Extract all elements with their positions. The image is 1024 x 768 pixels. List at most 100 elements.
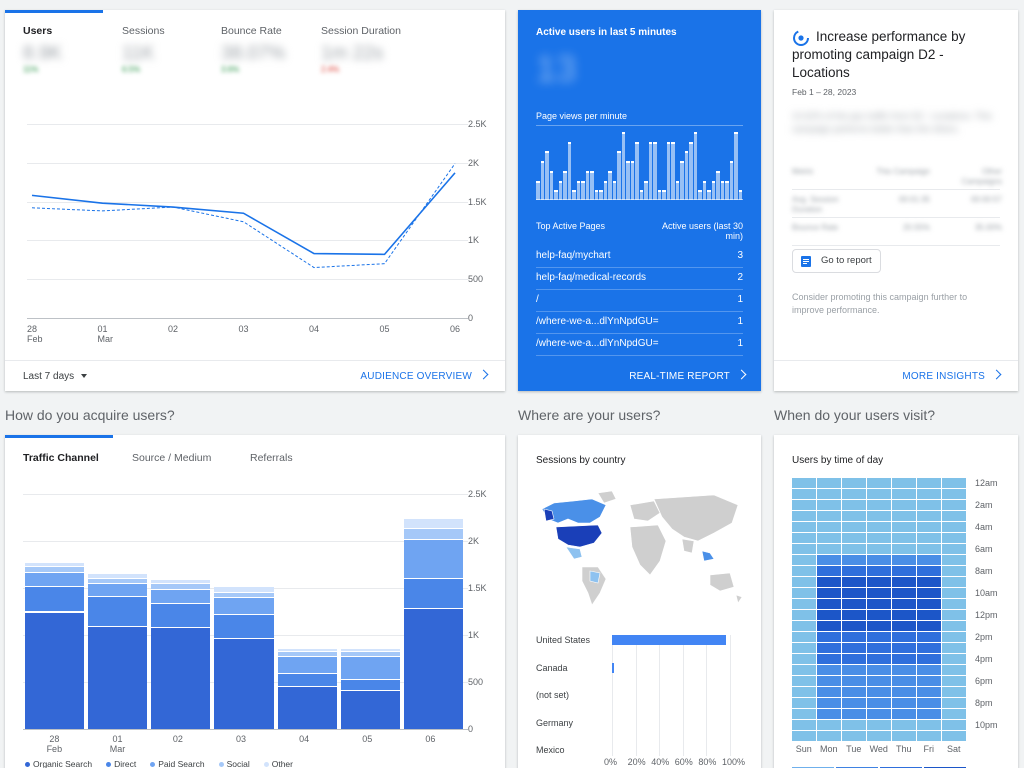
heatmap-cell[interactable] (817, 709, 841, 719)
heatmap-cell[interactable] (867, 500, 891, 510)
go-to-report-button[interactable]: Go to report (792, 249, 881, 273)
heatmap-cell[interactable] (917, 566, 941, 576)
heatmap-cell[interactable] (867, 555, 891, 565)
heatmap-cell[interactable] (867, 577, 891, 587)
heatmap-cell[interactable] (817, 665, 841, 675)
heatmap-cell[interactable] (817, 610, 841, 620)
heatmap-cell[interactable] (817, 544, 841, 554)
legend-item[interactable]: Other (263, 759, 293, 768)
heatmap-cell[interactable] (917, 500, 941, 510)
heatmap-cell[interactable] (917, 643, 941, 653)
heatmap-cell[interactable] (917, 720, 941, 730)
heatmap-cell[interactable] (942, 654, 966, 664)
heatmap-cell[interactable] (792, 654, 816, 664)
heatmap-cell[interactable] (942, 632, 966, 642)
heatmap-cell[interactable] (817, 511, 841, 521)
heatmap-cell[interactable] (892, 632, 916, 642)
top-page-row[interactable]: help-faq/mychart 3 (536, 246, 743, 268)
heatmap-cell[interactable] (942, 500, 966, 510)
heatmap-cell[interactable] (842, 500, 866, 510)
more-insights-link[interactable]: MORE INSIGHTS (902, 369, 1002, 382)
heatmap-cell[interactable] (842, 632, 866, 642)
heatmap-cell[interactable] (842, 566, 866, 576)
heatmap-cell[interactable] (892, 698, 916, 708)
heatmap-cell[interactable] (792, 566, 816, 576)
heatmap-cell[interactable] (842, 687, 866, 697)
heatmap-cell[interactable] (817, 643, 841, 653)
heatmap-cell[interactable] (842, 599, 866, 609)
heatmap-cell[interactable] (942, 522, 966, 532)
heatmap-cell[interactable] (892, 555, 916, 565)
heatmap-cell[interactable] (867, 709, 891, 719)
heatmap-cell[interactable] (792, 676, 816, 686)
heatmap-cell[interactable] (842, 621, 866, 631)
heatmap-cell[interactable] (792, 610, 816, 620)
heatmap-cell[interactable] (792, 588, 816, 598)
heatmap-cell[interactable] (867, 654, 891, 664)
heatmap-cell[interactable] (817, 577, 841, 587)
heatmap-cell[interactable] (867, 544, 891, 554)
heatmap-cell[interactable] (892, 544, 916, 554)
heatmap-cell[interactable] (892, 676, 916, 686)
heatmap-cell[interactable] (917, 478, 941, 488)
heatmap-cell[interactable] (892, 654, 916, 664)
heatmap-cell[interactable] (892, 720, 916, 730)
heatmap-cell[interactable] (892, 533, 916, 543)
heatmap-cell[interactable] (942, 643, 966, 653)
heatmap-cell[interactable] (817, 720, 841, 730)
heatmap-cell[interactable] (792, 665, 816, 675)
heatmap-cell[interactable] (892, 643, 916, 653)
heatmap-cell[interactable] (917, 698, 941, 708)
top-page-row[interactable]: /where-we-a...dlYnNpdGU= 1 (536, 334, 743, 356)
heatmap-cell[interactable] (792, 533, 816, 543)
heatmap-cell[interactable] (792, 511, 816, 521)
metric-tab[interactable]: Users 8.9K 11% (23, 25, 115, 85)
heatmap-cell[interactable] (842, 654, 866, 664)
heatmap-cell[interactable] (917, 577, 941, 587)
acquisition-tab[interactable]: Source / Medium (132, 452, 212, 464)
heatmap-cell[interactable] (917, 709, 941, 719)
heatmap-cell[interactable] (842, 709, 866, 719)
heatmap-cell[interactable] (917, 621, 941, 631)
metric-tab[interactable]: Sessions 11K 6.5% (122, 25, 214, 85)
heatmap-cell[interactable] (942, 588, 966, 598)
heatmap-cell[interactable] (892, 489, 916, 499)
heatmap-cell[interactable] (792, 698, 816, 708)
heatmap-cell[interactable] (792, 687, 816, 697)
heatmap-cell[interactable] (867, 731, 891, 741)
heatmap-cell[interactable] (792, 599, 816, 609)
heatmap-cell[interactable] (942, 610, 966, 620)
heatmap-cell[interactable] (917, 731, 941, 741)
heatmap-cell[interactable] (917, 654, 941, 664)
heatmap-cell[interactable] (892, 709, 916, 719)
heatmap-cell[interactable] (917, 511, 941, 521)
heatmap-cell[interactable] (817, 588, 841, 598)
heatmap-cell[interactable] (942, 533, 966, 543)
heatmap-cell[interactable] (867, 632, 891, 642)
heatmap-cell[interactable] (892, 522, 916, 532)
heatmap-cell[interactable] (892, 621, 916, 631)
heatmap-cell[interactable] (842, 555, 866, 565)
heatmap-cell[interactable] (817, 698, 841, 708)
acquisition-tab[interactable]: Referrals (250, 452, 293, 464)
top-page-row[interactable]: /1 (536, 290, 743, 312)
heatmap-cell[interactable] (942, 665, 966, 675)
heatmap-cell[interactable] (942, 489, 966, 499)
heatmap-cell[interactable] (892, 610, 916, 620)
heatmap-cell[interactable] (792, 709, 816, 719)
heatmap-cell[interactable] (867, 533, 891, 543)
heatmap-cell[interactable] (917, 555, 941, 565)
audience-overview-link[interactable]: AUDIENCE OVERVIEW (360, 369, 489, 382)
top-page-row[interactable]: help-faq/medical-records 2 (536, 268, 743, 290)
date-range-dropdown[interactable]: Last 7 days (23, 371, 87, 382)
heatmap-cell[interactable] (817, 599, 841, 609)
heatmap-cell[interactable] (942, 720, 966, 730)
heatmap-cell[interactable] (817, 731, 841, 741)
metric-tab[interactable]: Session Duration 1m 22s 2.4% (321, 25, 413, 85)
heatmap-cell[interactable] (867, 698, 891, 708)
heatmap-cell[interactable] (842, 676, 866, 686)
heatmap-cell[interactable] (942, 676, 966, 686)
heatmap-cell[interactable] (817, 632, 841, 642)
heatmap-cell[interactable] (817, 555, 841, 565)
heatmap-cell[interactable] (792, 643, 816, 653)
